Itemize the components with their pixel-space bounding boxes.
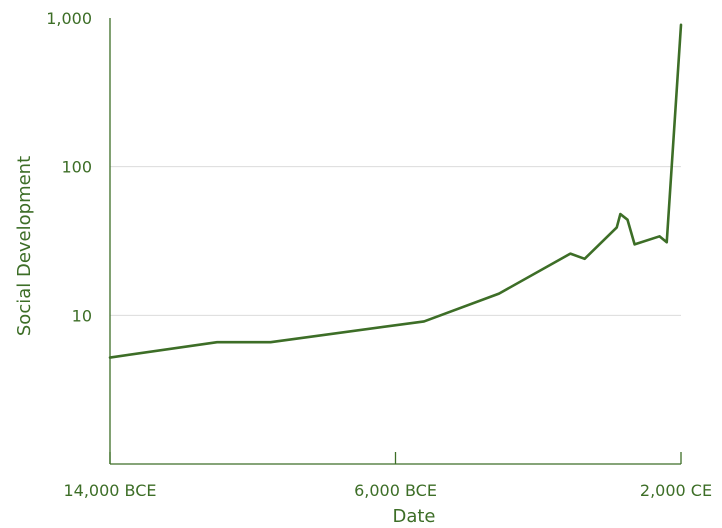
series-layer xyxy=(108,23,683,359)
series-line-0 xyxy=(108,23,683,359)
y-tick-label: 1,000 xyxy=(46,9,92,28)
x-tick-label: 14,000 BCE xyxy=(63,481,156,500)
x-tick-label: 6,000 BCE xyxy=(354,481,437,500)
x-tick-label: 2,000 CE xyxy=(640,481,712,500)
x-axis-title: Date xyxy=(392,506,435,527)
y-axis-title: Social Development xyxy=(14,156,35,336)
axis-ticks: 10 100 1,000 14,000 BCE 6,000 BCE 2,000 CE xyxy=(46,9,712,500)
y-tick-label: 10 xyxy=(72,306,92,325)
gridlines xyxy=(110,166,681,316)
y-tick-label: 100 xyxy=(61,158,92,177)
